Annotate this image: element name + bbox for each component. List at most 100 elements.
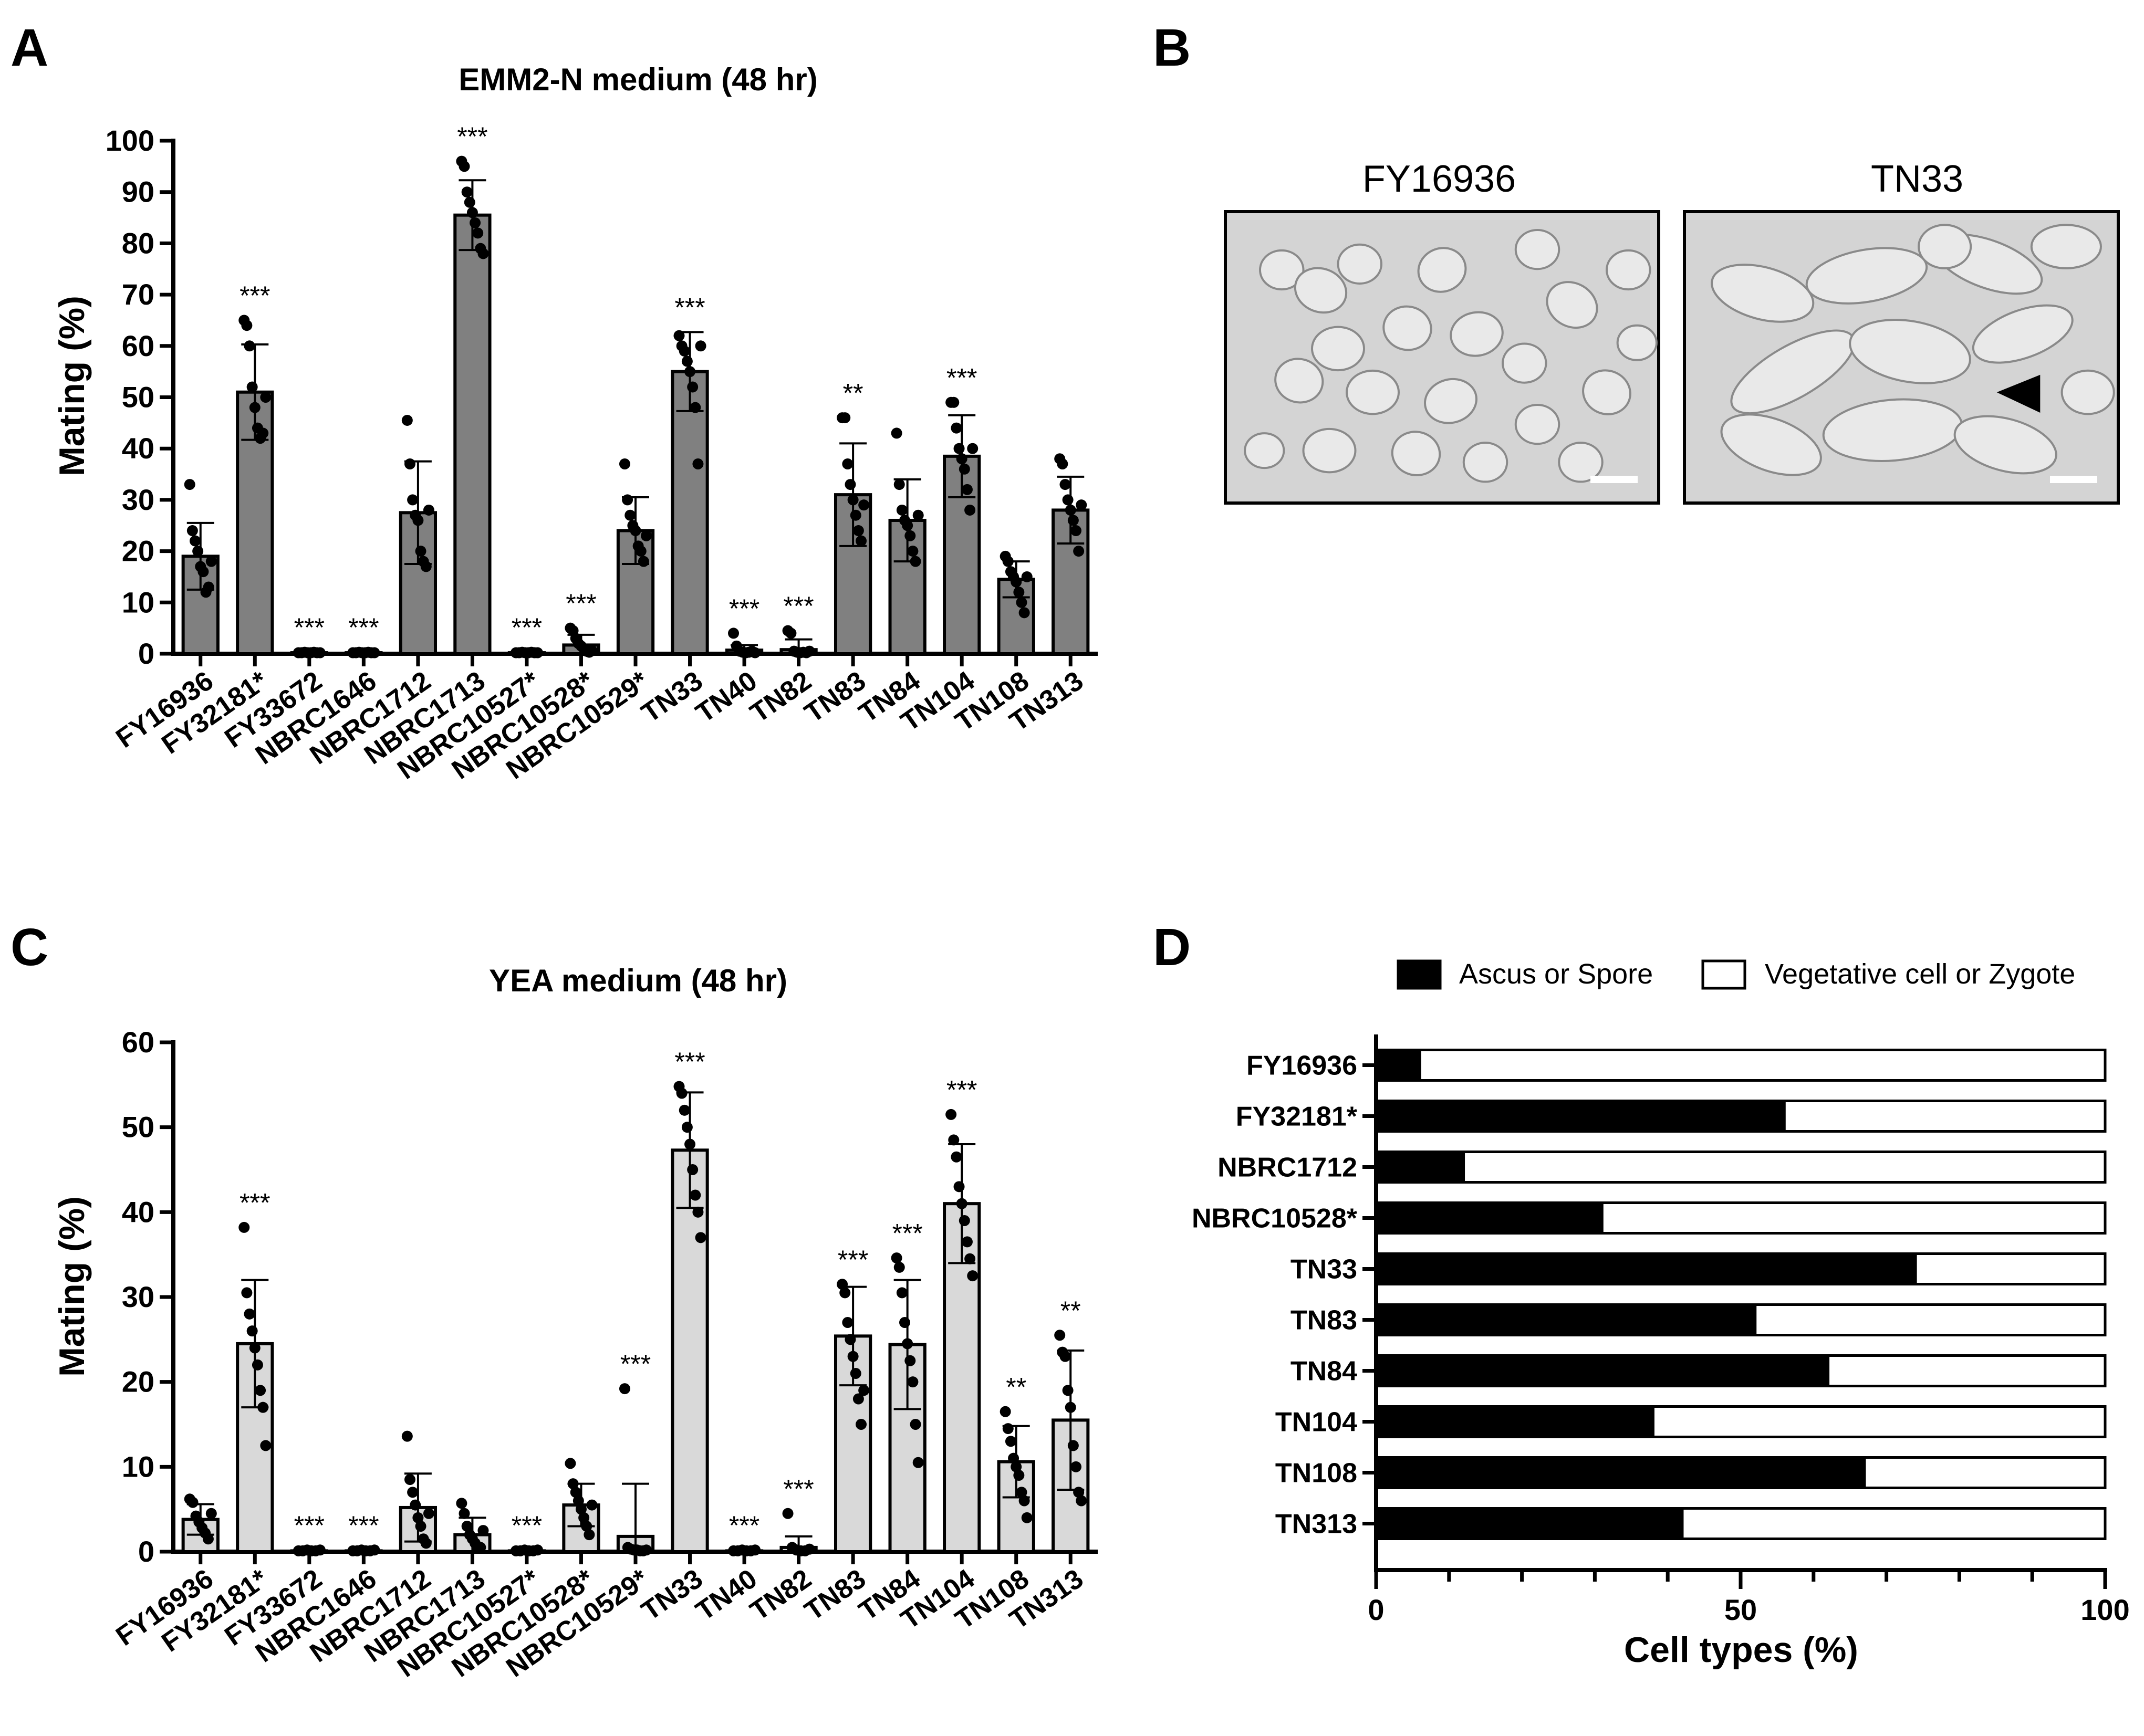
data-point-tn83 [852, 1393, 864, 1405]
data-point-tn83 [845, 479, 856, 490]
chart-a-title: EMM2-N medium (48 hr) [459, 62, 817, 97]
chart-c-y-axis-label: Mating (%) [52, 1196, 92, 1377]
data-point-nbrc10529-star [619, 458, 630, 470]
data-point-fy16936 [205, 556, 217, 567]
micrograph-tn33 [1683, 210, 2120, 505]
data-point-nbrc1712 [401, 1430, 413, 1442]
data-point-tn33 [687, 1164, 699, 1175]
data-point-tn33 [676, 1087, 688, 1099]
significance-tn104: *** [946, 363, 977, 392]
legend-swatch-ascus [1397, 959, 1442, 990]
data-point-fy32181-star [260, 392, 272, 403]
data-point-tn83 [842, 1317, 854, 1328]
x-label-tn83: TN83 [799, 1563, 871, 1626]
data-point-tn83 [858, 499, 870, 511]
data-point-tn84 [899, 1317, 911, 1328]
data-point-fy33672 [314, 647, 326, 658]
arrowhead-icon [1996, 374, 2041, 413]
chart-d-cell-types: Ascus or Spore Vegetative cell or Zygote… [1192, 958, 2130, 1670]
data-point-tn104 [951, 422, 962, 434]
cell [1953, 415, 2057, 475]
data-point-fy32181-star [257, 1402, 269, 1413]
significance-fy33672: *** [294, 613, 325, 642]
data-point-nbrc1712 [415, 546, 426, 557]
cell [1391, 431, 1441, 477]
data-point-fy16936 [184, 479, 195, 490]
cell [1711, 264, 1815, 323]
data-point-tn33 [695, 340, 706, 352]
significance-nbrc10529-star: *** [620, 1350, 651, 1379]
data-point-tn104 [945, 1108, 957, 1120]
data-point-nbrc1713 [477, 248, 489, 259]
data-point-fy32181-star [244, 340, 255, 352]
significance-tn84: *** [892, 1219, 922, 1248]
data-point-nbrc10529-star [622, 494, 633, 506]
significance-tn82: *** [783, 1474, 814, 1503]
data-point-tn104 [953, 443, 965, 454]
bar-vegetative-fy32181-star [1783, 1100, 2107, 1133]
data-point-fy16936 [192, 546, 204, 557]
data-point-nbrc10529-star [625, 509, 636, 521]
data-point-nbrc10527-star [532, 1544, 543, 1556]
data-point-nbrc1646 [369, 1544, 380, 1556]
cell [1972, 304, 2074, 364]
data-point-fy16936 [205, 1508, 217, 1519]
data-point-tn108 [1013, 587, 1025, 598]
cell [1294, 267, 1348, 314]
data-point-nbrc10528-star [570, 1487, 581, 1498]
bar-tn33 [671, 370, 709, 655]
data-point-tn104 [964, 1253, 976, 1264]
y-label-fy16936: FY16936 [1246, 1051, 1357, 1081]
data-point-tn33 [687, 381, 699, 393]
data-point-tn83 [847, 1351, 859, 1362]
data-point-nbrc1712 [415, 1521, 426, 1532]
y-tick-label: 100 [106, 124, 154, 157]
data-point-tn33 [692, 1206, 704, 1218]
y-label-tn104: TN104 [1275, 1407, 1357, 1438]
bar-ascus-fy16936 [1375, 1049, 1421, 1082]
significance-tn40: *** [729, 1511, 759, 1540]
cell [1417, 247, 1467, 293]
data-point-tn104 [967, 443, 979, 454]
data-point-tn313 [1076, 499, 1087, 511]
data-point-fy32181-star [241, 1287, 253, 1299]
chart-d-x-axis: 0 50 100 [1368, 1034, 2130, 1626]
data-point-tn82 [804, 1543, 815, 1555]
data-point-fy32181-star [255, 1385, 266, 1396]
bar-ascus-tn313 [1375, 1507, 1684, 1540]
scale-bar [2050, 476, 2097, 483]
y-label-fy32181-star: FY32181* [1236, 1102, 1358, 1132]
x-label-tn40: TN40 [691, 1563, 763, 1626]
data-point-nbrc10529-star [630, 525, 641, 537]
panel-letter-b: B [1153, 18, 1191, 77]
data-point-tn40 [750, 1544, 761, 1556]
data-point-fy16936 [197, 566, 209, 578]
y-tick-label: 20 [122, 535, 154, 568]
significance-nbrc1646: *** [348, 1511, 379, 1540]
data-point-fy32181-star [249, 1342, 261, 1354]
data-point-tn313 [1076, 1495, 1087, 1507]
data-point-tn313 [1070, 1461, 1082, 1472]
cell [1720, 413, 1822, 476]
scale-bar [1590, 476, 1638, 483]
data-point-tn82 [782, 1508, 794, 1519]
data-point-nbrc10528-star [584, 1529, 595, 1541]
data-point-tn108 [1021, 571, 1033, 582]
y-tick-label: 0 [138, 637, 154, 670]
data-point-tn313 [1059, 479, 1071, 490]
data-point-tn108 [1021, 1512, 1033, 1523]
cell [1582, 369, 1631, 415]
data-point-tn313 [1062, 1385, 1074, 1396]
data-point-nbrc1712 [407, 494, 419, 506]
data-point-nbrc10527-star [532, 647, 543, 658]
data-point-tn83 [837, 1279, 848, 1290]
data-point-tn83 [856, 1419, 867, 1430]
data-point-nbrc1712 [404, 1474, 415, 1486]
data-point-nbrc10528-star [565, 1458, 576, 1469]
cell [1616, 324, 1658, 361]
data-point-nbrc1713 [461, 1521, 473, 1532]
data-point-nbrc10528-star [586, 645, 598, 656]
y-tick-label: 60 [122, 329, 154, 362]
bar-vegetative-tn104 [1651, 1405, 2107, 1438]
data-point-tn313 [1073, 546, 1085, 557]
